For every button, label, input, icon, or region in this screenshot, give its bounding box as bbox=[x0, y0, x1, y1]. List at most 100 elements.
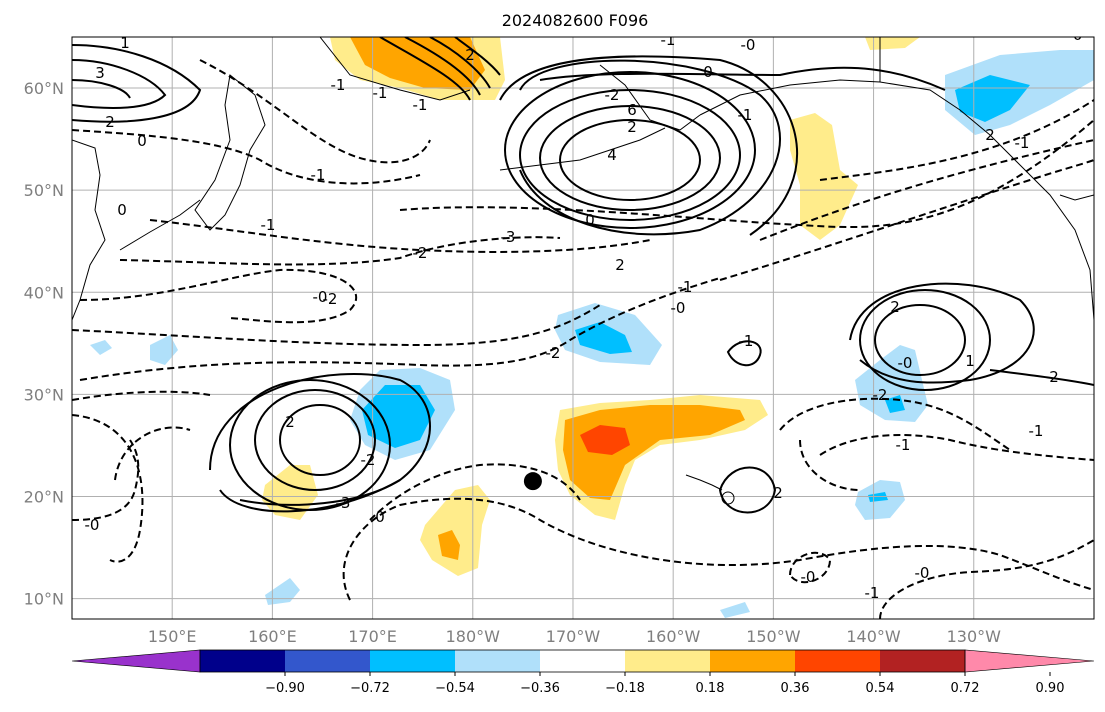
contour-label: -0 bbox=[801, 568, 816, 586]
contour-label: 1 bbox=[120, 34, 130, 52]
contour-label: 0 bbox=[137, 132, 147, 150]
lat-tick-label: 60°N bbox=[24, 79, 64, 98]
contour-label: -1 bbox=[311, 166, 326, 184]
map-frame bbox=[71, 36, 1095, 620]
contour-zero-160e bbox=[219, 479, 401, 513]
contour-label: 6 bbox=[627, 101, 637, 119]
contour-labels: 13200-1-0-2-3-2-1-0-22-2-3-10-2264-0-1-1… bbox=[85, 26, 1083, 602]
contour-label: -1 bbox=[261, 216, 276, 234]
contour-negative bbox=[72, 390, 211, 401]
contour-label: -1 bbox=[1029, 422, 1044, 440]
shade-negative-south-b bbox=[720, 602, 750, 618]
contour-label: 2 bbox=[773, 484, 783, 502]
lon-tick-label: 140°W bbox=[846, 627, 901, 646]
colorbar-tick-label: −0.72 bbox=[350, 681, 390, 696]
contour-positive-northwest bbox=[72, 44, 202, 123]
lat-tick-label: 40°N bbox=[24, 283, 64, 302]
contour-negative bbox=[79, 277, 721, 381]
contour-label: -3 bbox=[336, 494, 351, 512]
lon-tick-label: 180°W bbox=[446, 627, 501, 646]
contour-label: -2 bbox=[361, 451, 376, 469]
contour-label: -0 bbox=[915, 564, 930, 582]
contour-label: 2 bbox=[285, 413, 295, 431]
shade-negative-170e-core bbox=[362, 385, 435, 448]
lat-tick-label: 10°N bbox=[24, 590, 64, 609]
contour-negative bbox=[819, 99, 1094, 181]
contour-label: 2 bbox=[615, 256, 625, 274]
contour-label: 0 bbox=[117, 201, 127, 219]
colorbar-segment bbox=[200, 650, 286, 672]
contour-positive-chukotka bbox=[429, 37, 491, 89]
coast-alaska-south bbox=[699, 79, 1094, 321]
contour-negative bbox=[342, 497, 1094, 601]
contour-negative bbox=[879, 539, 1094, 619]
contour-label: -1 bbox=[738, 106, 753, 124]
map-title: 2024082600 F096 bbox=[502, 11, 649, 30]
contour-negative bbox=[399, 119, 1094, 229]
coastlines bbox=[72, 37, 1094, 505]
contour-zero-north bbox=[539, 66, 946, 91]
coast-kurils bbox=[119, 199, 201, 251]
contour-negative bbox=[779, 397, 1011, 451]
lon-tick-label: 170°W bbox=[546, 627, 601, 646]
map-panel: 13200-1-0-2-3-2-1-0-22-2-3-10-2264-0-1-1… bbox=[72, 26, 1094, 619]
lat-tick-label: 20°N bbox=[24, 487, 64, 506]
contour-positive-northwest bbox=[72, 79, 131, 99]
colorbar-tick-label: 0.36 bbox=[781, 681, 810, 696]
contour-positive-chukotka bbox=[404, 37, 481, 96]
lon-tick-label: 160°E bbox=[248, 627, 297, 646]
contour-positive-northeast bbox=[874, 304, 966, 376]
contour-label: 0 bbox=[703, 63, 713, 81]
shade-positive-hawaii-core bbox=[580, 425, 630, 455]
contour-label: -1 bbox=[373, 84, 388, 102]
contour-label: -2 bbox=[413, 244, 428, 262]
colorbar-tick-label: −0.54 bbox=[435, 681, 475, 696]
contour-negative bbox=[72, 439, 140, 521]
contour-label: -2 bbox=[323, 290, 338, 308]
contour-negative bbox=[72, 414, 144, 563]
coast-alaska-west bbox=[599, 64, 701, 131]
contour-label: -1 bbox=[896, 436, 911, 454]
colorbar-tick-label: −0.36 bbox=[520, 681, 560, 696]
contour-label: 0 bbox=[585, 211, 595, 229]
contour-positive-bering bbox=[519, 59, 781, 236]
contour-positive-bering bbox=[559, 119, 701, 201]
shade-negative-west-b bbox=[150, 335, 178, 365]
contour-negative bbox=[799, 439, 861, 491]
contour-label: -1 bbox=[331, 76, 346, 94]
contour-positive-chukotka bbox=[379, 37, 471, 101]
lon-tick-label: 160°W bbox=[646, 627, 701, 646]
contour-label: -2 bbox=[873, 386, 888, 404]
contour-negative bbox=[114, 426, 191, 481]
contour-positive-160e bbox=[254, 389, 376, 491]
shade-negative-140w-south-core bbox=[868, 492, 888, 502]
contour-negative bbox=[199, 59, 431, 164]
latitude-labels: 60°N 50°N 40°N 30°N 20°N 10°N bbox=[24, 79, 64, 609]
contour-label: -0 bbox=[313, 288, 328, 306]
contour-negative bbox=[788, 551, 832, 584]
lon-tick-label: 130°W bbox=[947, 627, 1002, 646]
contour-label: -0 bbox=[1068, 26, 1083, 44]
coast-north-america bbox=[1059, 194, 1094, 201]
contour-negative bbox=[79, 268, 357, 324]
contour-negative bbox=[149, 219, 651, 253]
colorbar-tick-label: 0.18 bbox=[696, 681, 725, 696]
contour-positive-160e bbox=[209, 373, 431, 506]
colorbar-tick-label: 0.72 bbox=[951, 681, 980, 696]
coast-kamchatka bbox=[194, 74, 266, 231]
contour-label: -1 bbox=[1015, 134, 1030, 152]
contour-negative bbox=[369, 463, 581, 521]
lat-tick-label: 30°N bbox=[24, 385, 64, 404]
contour-label: 4 bbox=[607, 146, 617, 164]
coast-asia bbox=[72, 139, 106, 321]
contour-label: -0 bbox=[85, 516, 100, 534]
contour-positive-northeast bbox=[859, 289, 991, 391]
contour-label: 2 bbox=[985, 126, 995, 144]
lon-tick-label: 150°W bbox=[746, 627, 801, 646]
contour-positive-northwest bbox=[72, 59, 167, 109]
colorbar-segment bbox=[540, 650, 626, 672]
shade-positive-175e-core bbox=[438, 530, 460, 560]
coast-hawaii bbox=[685, 474, 723, 491]
contour-label: 2 bbox=[627, 118, 637, 136]
